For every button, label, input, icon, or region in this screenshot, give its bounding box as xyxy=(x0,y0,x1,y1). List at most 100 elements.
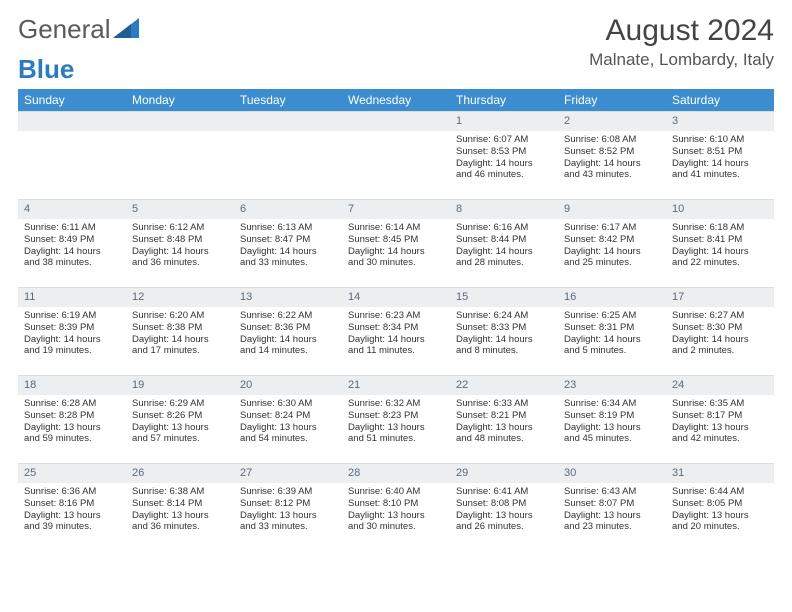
sunset-line: Sunset: 8:26 PM xyxy=(132,410,228,422)
sunrise-line: Sunrise: 6:34 AM xyxy=(564,398,660,410)
day-details: Sunrise: 6:14 AMSunset: 8:45 PMDaylight:… xyxy=(342,219,450,274)
calendar-day-cell: 23Sunrise: 6:34 AMSunset: 8:19 PMDayligh… xyxy=(558,375,666,463)
daylight-line-1: Daylight: 13 hours xyxy=(348,422,444,434)
daylight-line-2: and 25 minutes. xyxy=(564,257,660,269)
daylight-line-1: Daylight: 14 hours xyxy=(456,158,552,170)
day-details: Sunrise: 6:25 AMSunset: 8:31 PMDaylight:… xyxy=(558,307,666,362)
sunset-line: Sunset: 8:33 PM xyxy=(456,322,552,334)
day-number: 7 xyxy=(342,199,450,219)
month-title: August 2024 xyxy=(589,14,774,48)
day-number: 3 xyxy=(666,111,774,131)
daylight-line-1: Daylight: 14 hours xyxy=(348,246,444,258)
sunrise-line: Sunrise: 6:38 AM xyxy=(132,486,228,498)
day-number-empty xyxy=(234,111,342,131)
day-details: Sunrise: 6:27 AMSunset: 8:30 PMDaylight:… xyxy=(666,307,774,362)
sunrise-line: Sunrise: 6:36 AM xyxy=(24,486,120,498)
sunrise-line: Sunrise: 6:33 AM xyxy=(456,398,552,410)
day-details: Sunrise: 6:13 AMSunset: 8:47 PMDaylight:… xyxy=(234,219,342,274)
calendar-day-cell: 20Sunrise: 6:30 AMSunset: 8:24 PMDayligh… xyxy=(234,375,342,463)
day-number: 31 xyxy=(666,463,774,483)
calendar-week-row: 1Sunrise: 6:07 AMSunset: 8:53 PMDaylight… xyxy=(18,111,774,199)
sunset-line: Sunset: 8:28 PM xyxy=(24,410,120,422)
sunrise-line: Sunrise: 6:17 AM xyxy=(564,222,660,234)
daylight-line-1: Daylight: 13 hours xyxy=(348,510,444,522)
sunset-line: Sunset: 8:41 PM xyxy=(672,234,768,246)
daylight-line-1: Daylight: 13 hours xyxy=(132,422,228,434)
daylight-line-2: and 8 minutes. xyxy=(456,345,552,357)
daylight-line-2: and 43 minutes. xyxy=(564,169,660,181)
daylight-line-2: and 41 minutes. xyxy=(672,169,768,181)
weekday-header-row: Sunday Monday Tuesday Wednesday Thursday… xyxy=(18,89,774,111)
day-number: 6 xyxy=(234,199,342,219)
day-number: 15 xyxy=(450,287,558,307)
daylight-line-1: Daylight: 14 hours xyxy=(132,246,228,258)
daylight-line-2: and 33 minutes. xyxy=(240,521,336,533)
daylight-line-1: Daylight: 13 hours xyxy=(564,510,660,522)
daylight-line-1: Daylight: 14 hours xyxy=(132,334,228,346)
daylight-line-2: and 14 minutes. xyxy=(240,345,336,357)
sunrise-line: Sunrise: 6:07 AM xyxy=(456,134,552,146)
daylight-line-1: Daylight: 14 hours xyxy=(24,334,120,346)
sunset-line: Sunset: 8:21 PM xyxy=(456,410,552,422)
sunset-line: Sunset: 8:30 PM xyxy=(672,322,768,334)
day-number: 25 xyxy=(18,463,126,483)
sunset-line: Sunset: 8:53 PM xyxy=(456,146,552,158)
weekday-header: Monday xyxy=(126,89,234,111)
sunset-line: Sunset: 8:42 PM xyxy=(564,234,660,246)
sunrise-line: Sunrise: 6:10 AM xyxy=(672,134,768,146)
daylight-line-2: and 42 minutes. xyxy=(672,433,768,445)
calendar-table: Sunday Monday Tuesday Wednesday Thursday… xyxy=(18,89,774,551)
calendar-day-cell xyxy=(126,111,234,199)
daylight-line-1: Daylight: 14 hours xyxy=(672,246,768,258)
calendar-day-cell: 27Sunrise: 6:39 AMSunset: 8:12 PMDayligh… xyxy=(234,463,342,551)
daylight-line-2: and 28 minutes. xyxy=(456,257,552,269)
daylight-line-2: and 51 minutes. xyxy=(348,433,444,445)
day-number: 30 xyxy=(558,463,666,483)
daylight-line-1: Daylight: 14 hours xyxy=(24,246,120,258)
sunset-line: Sunset: 8:31 PM xyxy=(564,322,660,334)
sunset-line: Sunset: 8:12 PM xyxy=(240,498,336,510)
calendar-day-cell: 1 Sunrise: 6:07 AMSunset: 8:53 PMDaylight… xyxy=(450,111,558,199)
calendar-day-cell: 24Sunrise: 6:35 AMSunset: 8:17 PMDayligh… xyxy=(666,375,774,463)
sunrise-line: Sunrise: 6:24 AM xyxy=(456,310,552,322)
daylight-line-2: and 46 minutes. xyxy=(456,169,552,181)
sunset-line: Sunset: 8:39 PM xyxy=(24,322,120,334)
sunset-line: Sunset: 8:48 PM xyxy=(132,234,228,246)
calendar-day-cell: 6Sunrise: 6:13 AMSunset: 8:47 PMDaylight… xyxy=(234,199,342,287)
calendar-day-cell: 12Sunrise: 6:20 AMSunset: 8:38 PMDayligh… xyxy=(126,287,234,375)
day-details: Sunrise: 6:39 AMSunset: 8:12 PMDaylight:… xyxy=(234,483,342,538)
sunrise-line: Sunrise: 6:14 AM xyxy=(348,222,444,234)
calendar-day-cell: 9Sunrise: 6:17 AMSunset: 8:42 PMDaylight… xyxy=(558,199,666,287)
day-number: 18 xyxy=(18,375,126,395)
sunrise-line: Sunrise: 6:12 AM xyxy=(132,222,228,234)
sunrise-line: Sunrise: 6:11 AM xyxy=(24,222,120,234)
sunrise-line: Sunrise: 6:44 AM xyxy=(672,486,768,498)
weekday-header: Thursday xyxy=(450,89,558,111)
calendar-day-cell: 31Sunrise: 6:44 AMSunset: 8:05 PMDayligh… xyxy=(666,463,774,551)
daylight-line-2: and 36 minutes. xyxy=(132,257,228,269)
day-number: 29 xyxy=(450,463,558,483)
day-details: Sunrise: 6:23 AMSunset: 8:34 PMDaylight:… xyxy=(342,307,450,362)
daylight-line-1: Daylight: 14 hours xyxy=(672,158,768,170)
daylight-line-1: Daylight: 14 hours xyxy=(564,158,660,170)
day-details: Sunrise: 6:10 AMSunset: 8:51 PMDaylight:… xyxy=(666,131,774,186)
daylight-line-1: Daylight: 13 hours xyxy=(672,510,768,522)
day-details: Sunrise: 6:35 AMSunset: 8:17 PMDaylight:… xyxy=(666,395,774,450)
daylight-line-1: Daylight: 14 hours xyxy=(240,334,336,346)
daylight-line-2: and 26 minutes. xyxy=(456,521,552,533)
calendar-week-row: 25 Sunrise: 6:36 AMSunset: 8:16 PM Dayligh… xyxy=(18,463,774,551)
sunset-line: Sunset: 8:52 PM xyxy=(564,146,660,158)
day-details: Sunrise: 6:16 AMSunset: 8:44 PMDaylight:… xyxy=(450,219,558,274)
day-number: 1 xyxy=(450,111,558,131)
daylight-line-1: Daylight: 14 hours xyxy=(240,246,336,258)
sunset-line: Sunset: 8:16 PM xyxy=(24,498,120,510)
logo: General xyxy=(18,14,141,45)
daylight-line-1: Daylight: 13 hours xyxy=(564,422,660,434)
daylight-line-2: and 20 minutes. xyxy=(672,521,768,533)
daylight-line-2: and 5 minutes. xyxy=(564,345,660,357)
sunset-line: Sunset: 8:17 PM xyxy=(672,410,768,422)
sunset-line: Sunset: 8:47 PM xyxy=(240,234,336,246)
day-details: Sunrise: 6:41 AMSunset: 8:08 PMDaylight:… xyxy=(450,483,558,538)
sunset-line: Sunset: 8:34 PM xyxy=(348,322,444,334)
day-number: 23 xyxy=(558,375,666,395)
